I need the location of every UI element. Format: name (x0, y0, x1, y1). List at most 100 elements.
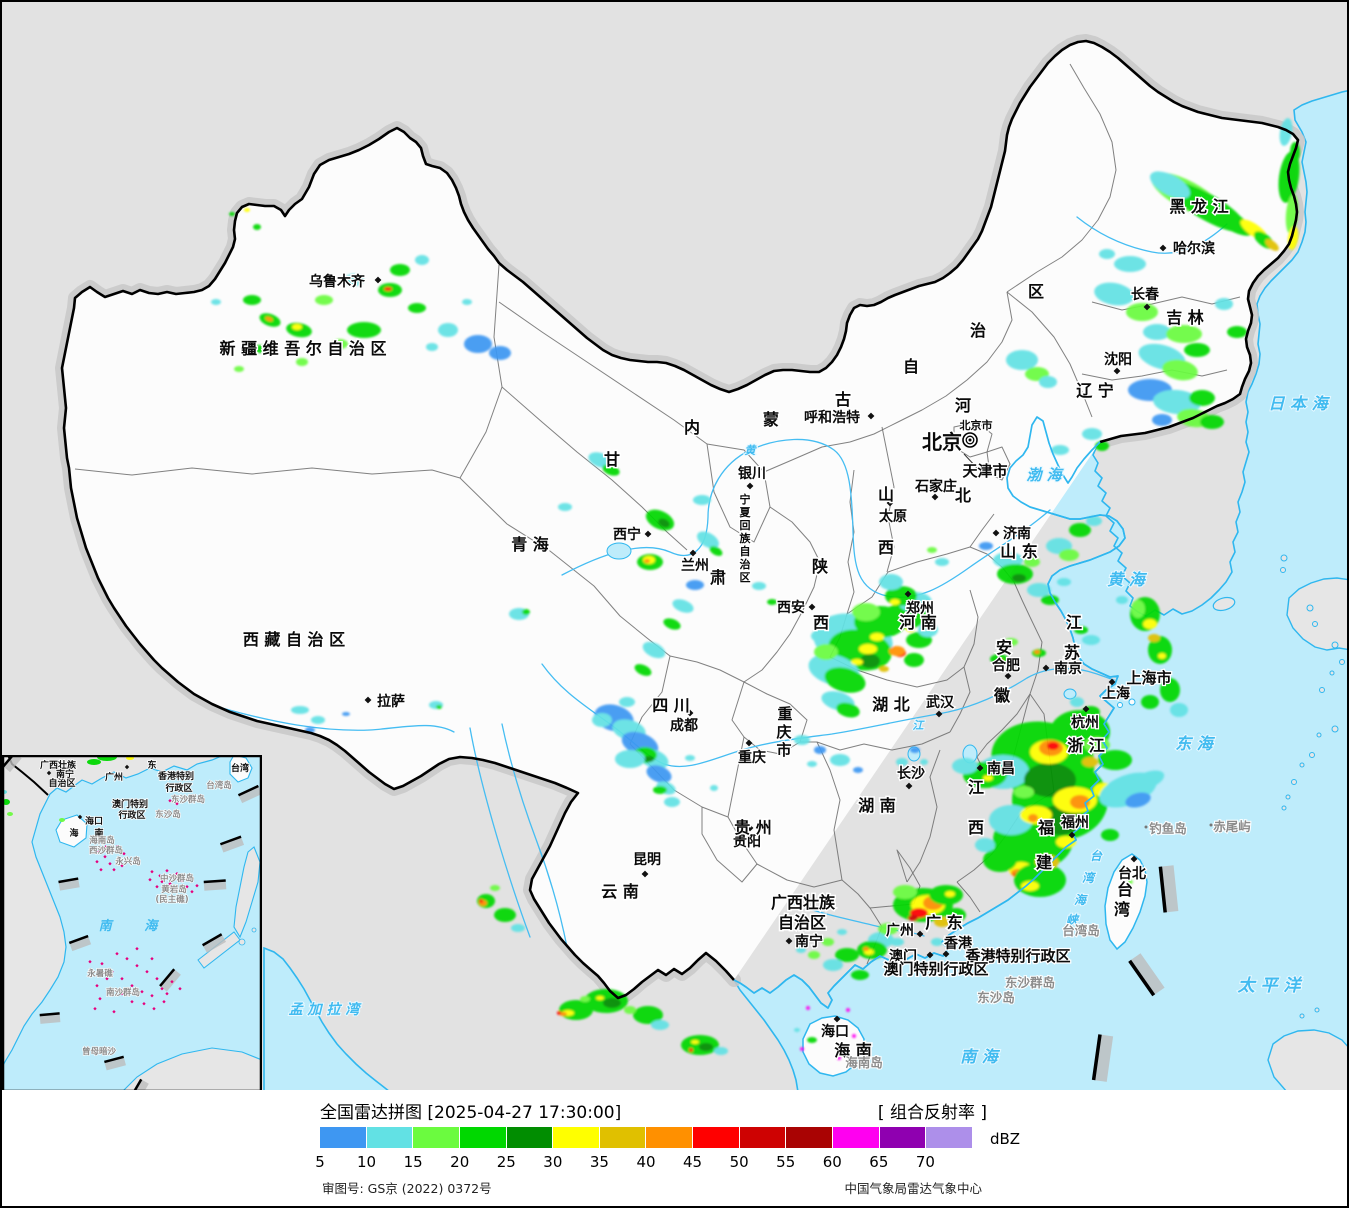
city-marker (931, 493, 939, 501)
radar-echo (1082, 428, 1102, 440)
radar-echo (580, 996, 590, 1002)
city-label: 昆明 (633, 852, 661, 868)
radar-echo (800, 1047, 804, 1051)
inset-label: 香港特别 (157, 770, 194, 782)
radar-echo (658, 518, 670, 528)
city-label: 西宁 (613, 526, 641, 543)
radar-echo (983, 775, 993, 781)
province-label: 甘 (604, 450, 620, 469)
colorbar-tick: 50 (729, 1153, 749, 1171)
lake (1063, 688, 1077, 700)
kyushu (1286, 577, 1347, 651)
inset-label: 曾母暗沙 (82, 1046, 117, 1057)
city-marker (926, 951, 934, 959)
radar-echo (699, 1043, 713, 1051)
province-label: 治 (970, 321, 986, 340)
colorbar-tick: 10 (357, 1153, 377, 1171)
inset-city-marker (77, 814, 83, 820)
radar-echo (1028, 814, 1038, 822)
radar-echo (975, 838, 995, 852)
radar-echo (851, 970, 869, 980)
islet (1128, 698, 1136, 706)
radar-echo (588, 452, 612, 468)
dash-segment (1091, 1034, 1114, 1082)
sea-label: 渤 海 (1026, 466, 1064, 484)
colorbar-cell (926, 1127, 972, 1148)
radar-echo (879, 574, 903, 590)
radar-echo (1047, 742, 1059, 750)
radar-echo (634, 664, 652, 676)
radar-echo (384, 287, 392, 291)
radar-echo (1227, 326, 1247, 338)
city-label: 兰州 (681, 557, 709, 574)
colorbar-cell (459, 1127, 506, 1148)
city-label: 拉萨 (377, 693, 405, 710)
license-text: 审图号: GS京 (2022) 0372号 (322, 1181, 492, 1196)
city-marker (641, 870, 649, 878)
national-border (60, 39, 1300, 1000)
city-label: 长沙 (897, 765, 925, 782)
radar-echo (651, 1020, 669, 1030)
islet (1316, 732, 1322, 738)
radar-echo (1184, 343, 1210, 357)
inset-label: 行政区 (117, 809, 145, 821)
radar-echo (344, 274, 364, 286)
city-label: 福州 (1060, 814, 1089, 831)
river (561, 438, 1051, 598)
province-label: 江 (968, 778, 984, 797)
province-label: 台 (1117, 880, 1133, 899)
radar-echo (1166, 325, 1202, 343)
radar-echo (686, 580, 704, 590)
legend-panel: 全国雷达拼图 [2025-04-27 17:30:00] [ 组合反射率 ] d… (2, 1090, 1347, 1206)
radar-echo (822, 938, 834, 946)
province-label: 贵 州 (734, 818, 772, 837)
city-marker (992, 529, 1000, 537)
radar-echo (1279, 118, 1293, 146)
sea-label: 东 海 (1175, 734, 1216, 753)
radar-echo (823, 959, 843, 971)
province-label: 吉 林 (1166, 308, 1204, 327)
radar-echo (1114, 256, 1146, 272)
province-label: 市 (776, 741, 791, 759)
radar-echo (1006, 350, 1038, 370)
islet (1339, 659, 1345, 665)
islet (1285, 794, 1291, 800)
inset-label: 海南岛 (89, 835, 115, 846)
radar-echo (896, 758, 908, 766)
radar-echo (870, 633, 884, 641)
radar-echo (663, 618, 681, 630)
radar-echo (1035, 855, 1059, 869)
islet (1306, 604, 1314, 612)
province-label: 西 藏 自 治 区 (243, 630, 345, 649)
province-label: 湖 南 (858, 796, 896, 815)
colorbar-cell (553, 1127, 599, 1148)
radar-echo (253, 345, 267, 353)
radar-echo (945, 891, 955, 897)
sea-label: 峡 (1066, 913, 1080, 927)
inset-label: 广州 (105, 771, 123, 783)
islet (1309, 752, 1315, 758)
radar-echo (1070, 697, 1084, 707)
radar-echo (693, 495, 711, 505)
radar-echo (851, 659, 863, 665)
radar-echo (1024, 557, 1040, 567)
inset-label: 永暑礁 (86, 968, 113, 979)
colorbar-tick: 40 (636, 1153, 656, 1171)
radar-echo (1143, 324, 1171, 340)
inset-label: 行政区 (164, 782, 192, 794)
city-marker (785, 937, 793, 945)
radar-echo (1024, 763, 1076, 797)
radar-echo (1131, 770, 1165, 790)
city-marker (644, 530, 652, 538)
province-label: 山 (878, 485, 894, 504)
city-marker (867, 412, 875, 420)
radar-echo (596, 996, 604, 1000)
city-marker (746, 824, 754, 832)
map-labels: 黑 龙 江吉 林辽 宁内 蒙古自治区河北山西山 东河 南江苏安徽浙 江江西 福建台湾… (218, 196, 1332, 1072)
province-label: 山 东 (1000, 542, 1038, 561)
radar-echo (615, 750, 645, 768)
radar-echo (592, 713, 612, 727)
radar-echo (1086, 516, 1102, 526)
colorbar-tick: 25 (496, 1153, 516, 1171)
radar-echo (796, 947, 806, 953)
